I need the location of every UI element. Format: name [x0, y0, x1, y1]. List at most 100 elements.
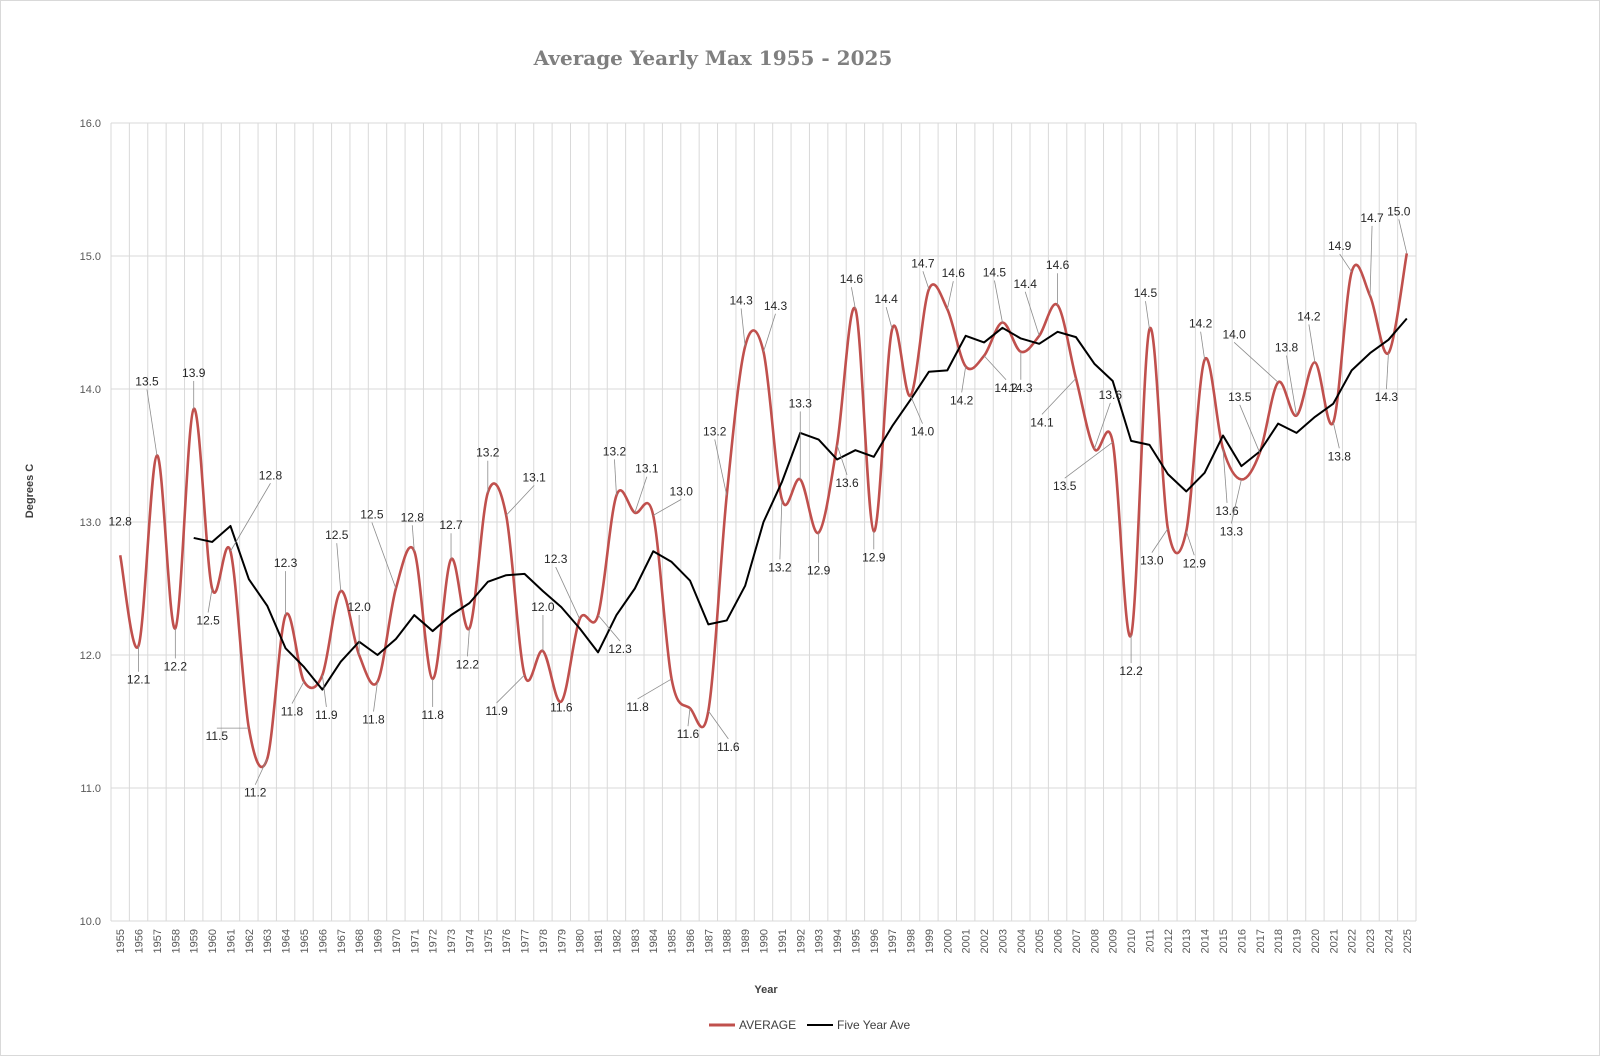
x-tick-label: 1975	[483, 929, 495, 953]
x-tick-label: 1990	[759, 929, 771, 953]
label-leader-line	[1369, 225, 1373, 296]
x-tick-label: 1963	[262, 929, 274, 953]
label-leader-line	[1339, 253, 1353, 273]
label-leader-line	[230, 483, 271, 552]
x-tick-label: 1968	[354, 929, 366, 953]
label-leader-line	[1093, 402, 1111, 449]
data-label: 15.0	[1387, 204, 1411, 218]
data-label: 13.2	[476, 446, 500, 460]
label-leader-line	[708, 710, 729, 740]
label-leader-line	[885, 307, 893, 330]
data-label: 14.2	[1189, 317, 1213, 331]
data-label: 11.8	[421, 708, 444, 722]
label-leader-line	[1064, 441, 1113, 479]
label-leader-line	[321, 674, 327, 707]
legend-label-average: AVERAGE	[739, 1018, 796, 1032]
x-tick-label: 1955	[115, 929, 127, 953]
data-label: 14.0	[911, 425, 935, 439]
label-leader-line	[836, 444, 848, 475]
x-tick-label: 1972	[428, 929, 440, 953]
data-label: 11.6	[677, 727, 700, 741]
label-leader-line	[1024, 291, 1040, 336]
label-leader-line	[1386, 353, 1389, 390]
x-tick-label: 2011	[1144, 929, 1156, 953]
data-label: 13.8	[1328, 449, 1352, 463]
data-label: 11.6	[717, 740, 740, 754]
x-tick-label: 2016	[1236, 929, 1248, 953]
x-tick-label: 2007	[1071, 929, 1083, 953]
label-leader-line	[1041, 378, 1077, 415]
x-tick-label: 2006	[1053, 929, 1065, 953]
x-tick-label: 1974	[464, 929, 476, 953]
data-label: 12.7	[439, 518, 463, 532]
data-label: 12.0	[531, 600, 555, 614]
data-label: 14.6	[840, 272, 864, 286]
x-tick-label: 1979	[556, 929, 568, 953]
data-label: 14.2	[994, 381, 1018, 395]
label-leader-line	[1398, 219, 1408, 254]
label-leader-line	[851, 287, 856, 310]
label-leader-line	[1200, 331, 1206, 360]
data-label: 14.5	[1134, 286, 1158, 300]
x-tick-label: 2024	[1383, 929, 1395, 953]
x-tick-label: 2018	[1273, 929, 1285, 953]
x-tick-label: 1967	[336, 929, 348, 953]
label-leader-line	[779, 499, 783, 560]
data-label: 14.6	[1046, 258, 1070, 272]
data-label: 12.5	[360, 508, 384, 522]
x-tick-label: 2012	[1163, 929, 1175, 953]
data-label: 12.0	[347, 600, 371, 614]
x-tick-label: 2001	[961, 929, 973, 953]
x-tick-label: 2005	[1034, 929, 1046, 953]
label-leader-line	[373, 681, 378, 712]
data-label: 12.8	[259, 468, 283, 482]
x-tick-label: 1971	[409, 929, 421, 953]
data-label: 13.3	[1220, 524, 1244, 538]
y-tick-label: 11.0	[80, 783, 101, 795]
x-tick-label: 1988	[722, 929, 734, 953]
y-tick-label: 15.0	[80, 251, 101, 263]
data-label: 12.9	[1183, 556, 1207, 570]
data-label: 11.2	[244, 786, 267, 800]
y-axis-label: Degrees C	[24, 464, 36, 518]
gridlines	[110, 122, 1417, 922]
label-leader-line	[1308, 324, 1316, 363]
x-tick-label: 1985	[667, 929, 679, 953]
label-leader-line	[922, 271, 930, 290]
data-label: 11.6	[550, 701, 573, 715]
data-label: 14.0	[1222, 327, 1246, 341]
data-label: 12.8	[109, 514, 133, 528]
data-label: 13.2	[703, 424, 727, 438]
data-label: 13.2	[603, 444, 627, 458]
data-label: 11.9	[485, 704, 508, 718]
y-tick-label: 12.0	[80, 650, 101, 662]
data-label: 12.8	[401, 510, 425, 524]
x-tick-label: 1970	[391, 929, 403, 953]
data-label: 12.1	[127, 673, 151, 687]
x-tick-label: 1965	[299, 929, 311, 953]
y-tick-label: 13.0	[80, 517, 101, 529]
data-label: 12.9	[862, 550, 886, 564]
data-label: 14.4	[1014, 277, 1038, 291]
label-leader-line	[961, 366, 967, 393]
x-tick-label: 1982	[611, 929, 623, 953]
x-tick-label: 1986	[685, 929, 697, 953]
label-leader-line	[291, 681, 305, 704]
x-tick-label: 2009	[1108, 929, 1120, 953]
y-tick-label: 16.0	[80, 118, 101, 130]
data-label: 14.3	[764, 299, 788, 313]
data-label: 12.2	[1119, 664, 1143, 678]
x-tick-label: 1997	[887, 929, 899, 953]
data-label: 14.7	[911, 256, 935, 270]
data-label: 13.1	[522, 470, 546, 484]
label-leader-line	[740, 308, 746, 347]
label-leader-line	[946, 281, 954, 310]
data-label: 12.5	[196, 614, 220, 628]
x-tick-label: 2015	[1218, 929, 1230, 953]
data-label: 13.6	[1099, 388, 1123, 402]
data-label: 13.5	[1228, 390, 1252, 404]
label-leader-line	[983, 355, 1007, 381]
x-tick-label: 1957	[152, 929, 164, 953]
x-tick-label: 1962	[244, 929, 256, 953]
label-leader-line	[555, 566, 581, 620]
